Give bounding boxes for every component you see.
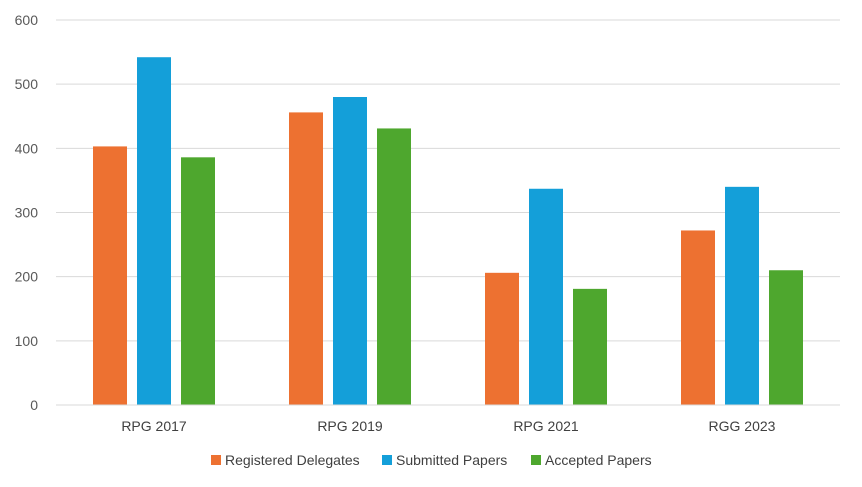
- x-category-label: RPG 2019: [317, 418, 383, 434]
- y-tick-label: 200: [15, 269, 39, 285]
- legend-label: Accepted Papers: [545, 452, 652, 468]
- y-tick-label: 0: [30, 397, 38, 413]
- bar-submitted-papers-0: [137, 57, 171, 405]
- x-category-label: RGG 2023: [709, 418, 776, 434]
- bar-accepted-papers-0: [181, 157, 215, 405]
- y-tick-label: 100: [15, 333, 39, 349]
- y-axis: 0 100 200 300 400 500 600: [15, 12, 39, 413]
- bar-submitted-papers-1: [333, 97, 367, 405]
- x-category-label: RPG 2021: [513, 418, 579, 434]
- y-tick-label: 400: [15, 140, 39, 156]
- bar-registered-delegates-3: [681, 230, 715, 405]
- legend-swatch: [531, 455, 541, 465]
- x-axis: RPG 2017 RPG 2019 RPG 2021 RGG 2023: [56, 404, 840, 434]
- x-category-label: RPG 2017: [121, 418, 187, 434]
- bars: [93, 57, 803, 406]
- bar-registered-delegates-1: [289, 112, 323, 406]
- bar-submitted-papers-2: [529, 188, 563, 405]
- legend-swatch: [382, 455, 392, 465]
- legend-item-registered-delegates: Registered Delegates: [211, 452, 360, 468]
- legend: Registered Delegates Submitted Papers Acce…: [211, 452, 652, 468]
- bar-submitted-papers-3: [725, 186, 759, 405]
- bar-registered-delegates-0: [93, 146, 127, 406]
- y-tick-label: 500: [15, 76, 39, 92]
- legend-label: Submitted Papers: [396, 452, 507, 468]
- bar-accepted-papers-2: [573, 288, 607, 405]
- bar-accepted-papers-3: [769, 270, 803, 405]
- legend-label: Registered Delegates: [225, 452, 360, 468]
- bar-accepted-papers-1: [377, 128, 411, 406]
- y-tick-label: 600: [15, 12, 39, 28]
- legend-item-submitted-papers: Submitted Papers: [382, 452, 507, 468]
- gridlines: [56, 19, 840, 406]
- legend-swatch: [211, 455, 221, 465]
- bar-registered-delegates-2: [485, 272, 519, 405]
- y-tick-label: 300: [15, 205, 39, 221]
- legend-item-accepted-papers: Accepted Papers: [531, 452, 652, 468]
